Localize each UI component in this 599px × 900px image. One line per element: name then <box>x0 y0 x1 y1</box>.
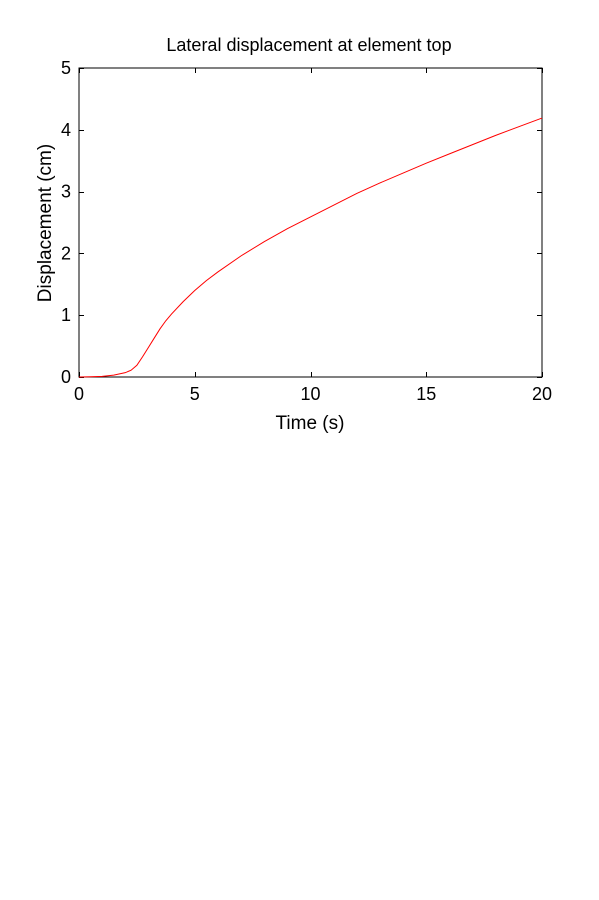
displacement-series-line <box>78 117 543 378</box>
x-axis-label: Time (s) <box>276 413 345 434</box>
x-tick-label: 10 <box>300 384 320 404</box>
x-tick-label: 0 <box>74 384 84 404</box>
axis-tick-labels: 0 5 10 15 20 0 1 2 3 4 5 <box>61 58 552 404</box>
y-axis-label: Displacement (cm) <box>35 144 56 302</box>
y-tick-label: 5 <box>61 58 71 78</box>
y-tick-label: 2 <box>61 243 71 263</box>
y-tick-label: 4 <box>61 120 71 140</box>
x-tick-label: 20 <box>532 384 552 404</box>
x-tick-label: 5 <box>190 384 200 404</box>
y-tick-label: 0 <box>61 367 71 387</box>
y-tick-label: 1 <box>61 305 71 325</box>
x-tick-label: 15 <box>416 384 436 404</box>
chart-title: Lateral displacement at element top <box>166 35 451 55</box>
plot-area-frame <box>78 67 543 378</box>
axis-ticks <box>79 68 543 378</box>
y-tick-label: 3 <box>61 182 71 202</box>
